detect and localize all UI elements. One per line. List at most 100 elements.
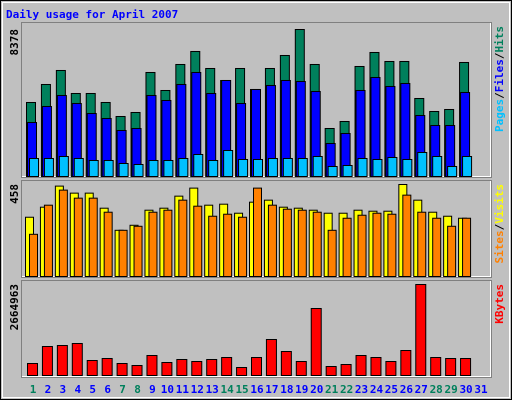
bar [133, 163, 144, 177]
bar [357, 214, 367, 278]
bar [71, 343, 83, 376]
bar [56, 345, 68, 376]
bar [88, 197, 98, 278]
x-tick-label: 15 [235, 383, 248, 396]
bar [116, 363, 128, 376]
legend-separator: / [493, 223, 506, 230]
x-tick-label: 26 [400, 383, 414, 396]
bar [118, 162, 129, 177]
bar [327, 165, 338, 178]
bar [41, 346, 53, 376]
x-tick-label: 12 [191, 383, 204, 396]
x-tick-label: 28 [430, 383, 443, 396]
bar [460, 358, 472, 377]
bar [312, 155, 323, 178]
x-tick-label: 24 [370, 383, 384, 396]
legend-entry: Pages [493, 99, 506, 132]
x-tick-label: 11 [176, 383, 190, 396]
y-tick-label: 8378 [8, 29, 21, 56]
legend: Pages/Files/Hits [493, 26, 506, 132]
legend-entry: Visits [493, 184, 506, 224]
bar [310, 308, 322, 376]
bar [73, 197, 83, 278]
bar [163, 209, 173, 277]
bar [297, 157, 308, 177]
x-tick-label: 5 [89, 383, 96, 396]
x-tick-label: 2 [45, 383, 52, 396]
bar [267, 204, 277, 277]
bar [148, 211, 158, 277]
bar [101, 358, 113, 377]
bar [118, 229, 128, 278]
bar [131, 365, 143, 376]
bar [385, 361, 397, 377]
bar [462, 155, 473, 178]
bar [58, 155, 69, 178]
bar [103, 211, 113, 277]
bar [206, 359, 218, 377]
x-tick-label: 21 [325, 383, 339, 396]
bar [133, 225, 143, 278]
bar [342, 217, 352, 277]
x-tick-label: 7 [119, 383, 126, 396]
x-tick-label: 4 [74, 383, 81, 396]
bar [402, 158, 413, 177]
bar [387, 213, 397, 278]
bar [280, 351, 292, 376]
bar [86, 360, 98, 376]
bar [267, 157, 278, 177]
bar [415, 284, 427, 376]
legend-separator: / [493, 92, 506, 99]
x-tick-label: 25 [385, 383, 398, 396]
bar [297, 209, 307, 277]
x-tick-label: 19 [295, 383, 308, 396]
bar [193, 153, 204, 178]
x-tick-label: 1 [30, 383, 37, 396]
bar [191, 361, 203, 377]
bar [43, 157, 54, 177]
bar [282, 208, 292, 278]
bar [27, 363, 38, 376]
x-tick-label: 27 [415, 383, 428, 396]
bar [340, 364, 352, 377]
bar [236, 367, 248, 377]
legend-entry: Sites [493, 230, 506, 263]
bar [387, 156, 398, 177]
x-tick-label: 22 [340, 383, 353, 396]
bar [402, 194, 412, 277]
x-tick-label: 23 [355, 383, 368, 396]
bar [163, 159, 174, 178]
legend-entry: KBytes [493, 284, 506, 324]
bar [178, 199, 188, 277]
bar [417, 211, 427, 277]
x-tick-label: 8 [134, 383, 141, 396]
bar [400, 350, 412, 377]
bar [238, 158, 249, 177]
bar [238, 216, 248, 277]
bar [447, 225, 457, 278]
bar [103, 159, 114, 178]
bar [43, 204, 53, 277]
bar [417, 151, 428, 177]
bar [58, 189, 68, 277]
bar [178, 157, 189, 177]
bar [327, 229, 337, 278]
bar [208, 215, 218, 277]
bar [370, 357, 382, 376]
y-tick-label: 458 [8, 184, 21, 204]
bar [447, 165, 458, 178]
x-tick-label: 10 [161, 383, 174, 396]
bar [223, 213, 233, 278]
bar [223, 149, 234, 178]
bar [325, 366, 337, 376]
x-tick-label: 9 [149, 383, 156, 396]
x-tick-label: 29 [445, 383, 458, 396]
bar [282, 157, 293, 177]
bar [432, 217, 442, 277]
y-tick-label: 2664963 [8, 284, 21, 330]
x-tick-label: 18 [280, 383, 293, 396]
legend: KBytes [493, 284, 506, 324]
